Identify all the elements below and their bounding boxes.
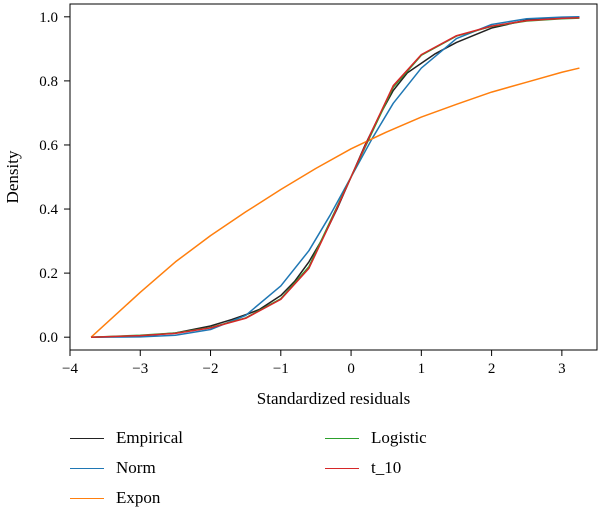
plot-lines bbox=[90, 16, 580, 338]
y-axis-label: Density bbox=[3, 150, 22, 203]
y-tick-label: 0.0 bbox=[39, 330, 58, 346]
legend-item-t10: t_10 bbox=[325, 456, 401, 480]
legend-item-norm: Norm bbox=[70, 456, 156, 480]
plot-frame bbox=[69, 3, 598, 351]
x-tick-label: 2 bbox=[488, 361, 496, 377]
x-tick-label: 1 bbox=[418, 361, 426, 377]
series-line-logistic bbox=[91, 17, 580, 338]
axes: −4 −3 −2 −1 0 1 2 3 0.0 0.2 0.4 0.6 0.8 1.0 bbox=[39, 3, 598, 377]
legend-swatch-t10 bbox=[325, 467, 359, 469]
y-tick-label: 1.0 bbox=[39, 10, 58, 26]
legend-swatch-empirical bbox=[70, 437, 104, 439]
legend-label-empirical: Empirical bbox=[116, 428, 184, 447]
legend-item-logistic: Logistic bbox=[325, 426, 427, 450]
legend: Empirical Norm Expon Logistic t_10 bbox=[0, 420, 600, 512]
x-tick-label: −2 bbox=[203, 361, 219, 377]
y-tick-label: 0.2 bbox=[39, 266, 58, 282]
y-tick-label: 0.6 bbox=[39, 138, 58, 154]
x-tick-label: 0 bbox=[347, 361, 355, 377]
x-tick-label: −3 bbox=[132, 361, 148, 377]
y-tick-label: 0.8 bbox=[39, 74, 58, 90]
legend-swatch-expon bbox=[70, 497, 104, 499]
legend-label-t10: t_10 bbox=[371, 458, 402, 477]
legend-swatch-logistic bbox=[325, 437, 359, 439]
legend-item-empirical: Empirical bbox=[70, 426, 183, 450]
legend-swatch-norm bbox=[70, 467, 104, 469]
x-tick-label: −4 bbox=[62, 361, 78, 377]
x-tick-label: 3 bbox=[558, 361, 566, 377]
series-line-empirical bbox=[91, 16, 580, 338]
series-line-norm bbox=[91, 16, 580, 338]
legend-label-norm: Norm bbox=[116, 458, 156, 477]
y-tick-label: 0.4 bbox=[39, 202, 58, 218]
x-tick-label: −1 bbox=[273, 361, 289, 377]
legend-item-expon: Expon bbox=[70, 486, 160, 510]
x-axis-label: Standardized residuals bbox=[257, 389, 410, 408]
chart: −4 −3 −2 −1 0 1 2 3 0.0 0.2 0.4 0.6 0.8 1.0 Standardi… bbox=[3, 3, 598, 408]
series-line-expon bbox=[90, 67, 580, 338]
series-line-t-10 bbox=[91, 17, 580, 338]
legend-label-logistic: Logistic bbox=[371, 428, 427, 447]
legend-label-expon: Expon bbox=[116, 488, 161, 507]
